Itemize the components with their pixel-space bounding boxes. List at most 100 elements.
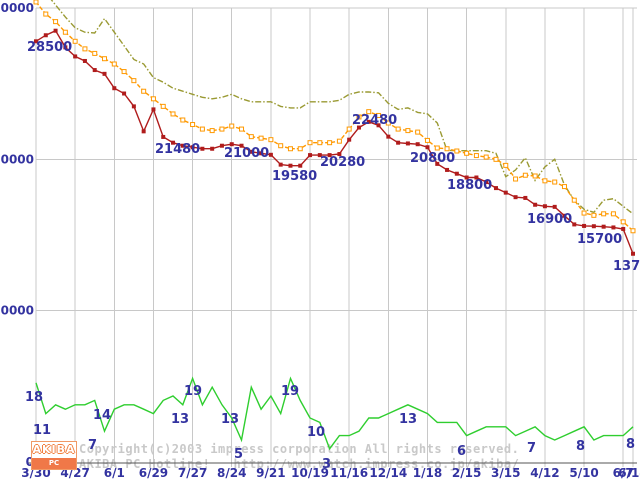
marker-lowest-price: [327, 153, 332, 158]
marker-lowest-price: [63, 45, 68, 50]
logo-pc-hotline-text: PC Hotline!: [32, 458, 76, 469]
marker-lowest-price: [376, 123, 381, 128]
shop-count-annotation: 10: [307, 425, 325, 440]
marker-lowest-price: [366, 119, 371, 124]
x-axis-label: 9/21: [256, 466, 285, 480]
marker-average-price: [601, 211, 607, 217]
marker-lowest-price: [122, 91, 127, 96]
marker-lowest-price: [131, 104, 136, 109]
shop-count-annotation: 7: [88, 438, 97, 453]
x-axis-label: 6/1: [104, 466, 125, 480]
marker-average-price: [454, 148, 460, 154]
marker-lowest-price: [82, 58, 87, 63]
marker-average-price: [620, 219, 626, 225]
x-axis-label: 6/7: [613, 466, 634, 480]
marker-lowest-price: [347, 137, 352, 142]
marker-average-price: [258, 135, 264, 141]
marker-lowest-price: [337, 152, 342, 157]
marker-average-price: [150, 96, 156, 102]
marker-lowest-price: [415, 142, 420, 147]
marker-lowest-price: [43, 33, 48, 38]
marker-average-price: [581, 210, 587, 216]
watermark-copyright: Copyright(c)2003 impress corporation All…: [79, 442, 519, 456]
marker-lowest-price: [259, 151, 264, 156]
price-annotation: 15700: [577, 232, 622, 247]
marker-average-price: [287, 146, 293, 152]
shop-count-annotation: 18: [25, 390, 43, 405]
marker-lowest-price: [229, 142, 234, 147]
marker-lowest-price: [288, 163, 293, 168]
x-axis-label: 12/14: [369, 466, 407, 480]
marker-lowest-price: [562, 213, 567, 218]
marker-lowest-price: [591, 224, 596, 229]
marker-lowest-price: [298, 163, 303, 168]
marker-lowest-price: [621, 226, 626, 231]
marker-lowest-price: [34, 39, 38, 44]
marker-lowest-price: [161, 134, 166, 139]
marker-lowest-price: [542, 204, 547, 209]
x-axis-label: 1/18: [413, 466, 442, 480]
x-axis-label: 3/15: [491, 466, 520, 480]
price-annotation: 28500: [27, 40, 72, 55]
akiba-pc-hotline-logo: AKIBA PC Hotline!: [31, 441, 77, 470]
shop-count-annotation: 7: [527, 441, 536, 456]
marker-average-price: [199, 126, 205, 132]
price-annotation: 21000: [224, 146, 269, 161]
x-axis-label: 8/24: [217, 466, 246, 480]
shop-count-annotation: 8: [626, 437, 635, 452]
marker-average-price: [317, 140, 323, 146]
shop-count-annotation: 19: [281, 384, 299, 399]
marker-lowest-price: [631, 251, 635, 256]
watermark-url: AKIBA PC Hotline! http://www.watch.impre…: [79, 457, 519, 471]
marker-average-price: [327, 140, 333, 146]
marker-average-price: [190, 122, 196, 128]
marker-average-price: [92, 50, 98, 56]
marker-average-price: [444, 146, 450, 152]
y-axis-label: 10000: [0, 304, 34, 318]
marker-average-price: [503, 162, 509, 168]
marker-lowest-price: [484, 180, 489, 185]
marker-lowest-price: [356, 125, 361, 130]
marker-average-price: [385, 120, 391, 126]
marker-lowest-price: [601, 224, 606, 229]
marker-average-price: [53, 19, 59, 25]
marker-average-price: [62, 29, 68, 35]
marker-average-price: [297, 146, 303, 152]
marker-average-price: [239, 126, 245, 132]
marker-average-price: [571, 197, 577, 203]
series-line-average-price: [35, 1, 634, 232]
marker-lowest-price: [582, 223, 587, 228]
marker-average-price: [630, 228, 636, 234]
marker-lowest-price: [200, 146, 205, 151]
marker-lowest-price: [464, 175, 469, 180]
x-axis-label: 7/27: [178, 466, 207, 480]
shop-count-annotation: 11: [33, 423, 51, 438]
marker-average-price: [248, 134, 254, 140]
marker-average-price: [473, 153, 479, 159]
marker-average-price: [160, 103, 166, 109]
marker-average-price: [561, 184, 567, 190]
marker-average-price: [415, 129, 421, 135]
marker-average-price: [219, 126, 225, 132]
price-annotation: 18800: [447, 178, 492, 193]
marker-lowest-price: [405, 141, 410, 146]
marker-lowest-price: [445, 167, 450, 172]
marker-average-price: [346, 126, 352, 132]
price-annotation: 22480: [352, 113, 397, 128]
x-axis-label: 5/10: [569, 466, 598, 480]
marker-lowest-price: [180, 143, 185, 148]
marker-average-price: [464, 150, 470, 156]
marker-lowest-price: [210, 146, 215, 151]
marker-average-price: [72, 38, 78, 44]
marker-average-price: [522, 172, 528, 178]
marker-average-price: [610, 211, 616, 217]
x-axis-label: 6/29: [139, 466, 168, 480]
marker-average-price: [180, 117, 186, 123]
shop-count-annotation: 13: [399, 412, 417, 427]
shop-count-annotation: 13: [221, 412, 239, 427]
marker-lowest-price: [219, 143, 224, 148]
shop-count-annotation: 13: [171, 412, 189, 427]
marker-average-price: [170, 111, 176, 117]
